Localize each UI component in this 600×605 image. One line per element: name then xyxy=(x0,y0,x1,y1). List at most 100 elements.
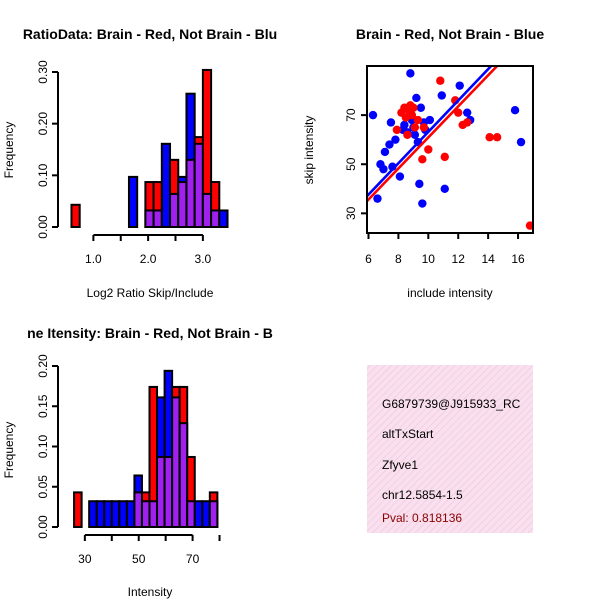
scatter-point-brain xyxy=(403,130,412,139)
scatter-point-notbrain xyxy=(455,81,464,90)
ratio-histogram-axes: 0.00 0.10 0.20 0.30 1.0 2.0 3.0 xyxy=(36,60,212,266)
ratio-bar-overlap xyxy=(193,142,204,228)
scatter-point-notbrain xyxy=(425,115,435,125)
scatter-fit-line-brain xyxy=(367,66,499,202)
scatter-point-notbrain xyxy=(386,118,396,127)
scatter-point-notbrain xyxy=(406,69,415,78)
scatter-point-notbrain xyxy=(437,91,446,100)
scatter-point-brain xyxy=(410,123,420,132)
intensity-bar-notbrain xyxy=(95,500,106,528)
scatter-point-brain xyxy=(525,221,533,230)
scatter-x-tick-label: 14 xyxy=(481,252,495,266)
intensity-bar-overlap xyxy=(186,500,196,528)
ratio-bar-overlap xyxy=(169,192,180,228)
intensity-scatter-panel: Brain - Red, Not Brain - Blue 6 8 10 12 14 16… xyxy=(302,26,544,300)
ratio-y-tick-label: 0.10 xyxy=(36,163,50,187)
info-location: chr12.5854-1.5 xyxy=(382,488,463,502)
ratio-y-tick-label: 0.20 xyxy=(36,112,50,136)
ratio-y-tick-label: 0.00 xyxy=(36,215,50,239)
intensity-y-tick-label: 0.00 xyxy=(36,515,50,539)
intensity-histogram-bars xyxy=(73,369,219,529)
intensity-y-tick-label: 0.15 xyxy=(36,394,50,418)
intensity-bar-overlap xyxy=(178,422,189,528)
scatter-y-tick-label: 50 xyxy=(344,157,358,171)
intensity-bar-notbrain xyxy=(88,500,98,528)
scatter-point-notbrain xyxy=(462,108,472,117)
ratio-bar-overlap xyxy=(144,209,155,228)
intensity-bar-brain xyxy=(73,491,83,529)
intensity-bar-overlap xyxy=(156,455,166,528)
scatter-x-tick-label: 16 xyxy=(511,252,525,266)
scatter-point-brain xyxy=(392,125,402,135)
info-box: G6879739@J915933_RC altTxStart Zfyve1 ch… xyxy=(367,365,533,533)
scatter-point-brain xyxy=(462,118,472,127)
scatter-point-notbrain xyxy=(416,103,426,112)
intensity-x-tick-label: 50 xyxy=(132,552,146,566)
ratio-bar-overlap xyxy=(201,192,213,228)
scatter-point-brain xyxy=(485,133,494,142)
scatter-point-brain xyxy=(454,108,463,117)
ratio-x-tick-label: 2.0 xyxy=(140,252,157,266)
scatter-x-tick-label: 12 xyxy=(452,252,466,266)
intensity-bar-notbrain xyxy=(125,500,136,528)
ratio-histogram-ylabel: Frequency xyxy=(2,122,16,179)
ratio-histogram-xlabel: Log2 Ratio Skip/Include xyxy=(87,286,214,300)
intensity-bar-notbrain xyxy=(201,500,211,528)
scatter-point-notbrain xyxy=(510,106,520,115)
intensity-x-tick-label: 30 xyxy=(78,552,92,566)
scatter-point-brain xyxy=(409,103,418,112)
intensity-bar-overlap xyxy=(163,455,174,528)
scatter-point-notbrain xyxy=(412,93,421,103)
scatter-point-notbrain xyxy=(516,137,526,147)
intensity-bar-overlap xyxy=(148,500,159,528)
ratio-bar-notbrain xyxy=(218,209,229,228)
scatter-point-notbrain xyxy=(415,179,424,189)
scatter-points-group xyxy=(367,66,533,230)
scatter-point-notbrain xyxy=(418,199,427,208)
intensity-bar-overlap xyxy=(133,491,143,529)
scatter-point-notbrain xyxy=(440,184,449,193)
scatter-point-brain xyxy=(418,155,427,164)
scatter-point-notbrain xyxy=(368,110,378,120)
scatter-point-notbrain xyxy=(385,140,394,149)
scatter-fit-line-notbrain xyxy=(367,66,493,198)
scatter-point-notbrain xyxy=(391,135,400,144)
scatter-point-notbrain xyxy=(410,130,420,139)
scatter-xlabel: include intensity xyxy=(407,286,492,300)
scatter-point-brain xyxy=(407,110,417,120)
info-box-hatching xyxy=(367,365,533,533)
info-pval: Pval: 0.818136 xyxy=(382,511,462,525)
scatter-plot-area: 6 8 10 12 14 16 30 50 70 xyxy=(344,65,534,266)
scatter-x-tick-label: 8 xyxy=(395,252,402,266)
ratio-bar-overlap xyxy=(210,209,221,228)
intensity-bar-notbrain xyxy=(118,500,128,528)
scatter-point-brain xyxy=(440,152,449,162)
scatter-point-brain xyxy=(424,145,433,154)
scatter-point-brain xyxy=(492,133,502,142)
intensity-y-tick-label: 0.10 xyxy=(36,434,50,458)
scatter-point-brain xyxy=(419,123,429,132)
ratio-histogram-panel: RatioData: Brain - Red, Not Brain - Blu … xyxy=(2,26,277,300)
scatter-y-tick-label: 30 xyxy=(344,206,358,220)
scatter-point-notbrain xyxy=(400,120,409,130)
intensity-histogram-xlabel: Intensity xyxy=(128,585,173,599)
ratio-histogram-title: RatioData: Brain - Red, Not Brain - Blu xyxy=(23,26,277,42)
intensity-bar-overlap xyxy=(208,500,219,528)
intensity-bar-overlap xyxy=(140,500,151,528)
ratio-bar-overlap xyxy=(177,181,188,229)
ratio-bar-notbrain xyxy=(127,175,139,228)
ratio-x-tick-label: 1.0 xyxy=(85,252,102,266)
info-gene: Zfyve1 xyxy=(382,458,418,472)
ratio-bar-overlap xyxy=(185,158,196,228)
intensity-histogram-title: ne Itensity: Brain - Red, Not Brain - B xyxy=(27,325,273,341)
intensity-y-tick-label: 0.05 xyxy=(36,475,50,499)
scatter-point-notbrain xyxy=(379,164,388,174)
info-event-type: altTxStart xyxy=(382,427,434,441)
scatter-point-brain xyxy=(413,115,423,125)
intensity-histogram-axes: 0.00 0.05 0.10 0.15 0.20 30 50 70 xyxy=(36,354,221,566)
ratio-y-tick-label: 0.30 xyxy=(36,60,50,84)
intensity-histogram-ylabel: Frequency xyxy=(2,422,16,479)
scatter-x-tick-label: 6 xyxy=(365,252,372,266)
ratio-histogram-bars xyxy=(70,68,229,229)
